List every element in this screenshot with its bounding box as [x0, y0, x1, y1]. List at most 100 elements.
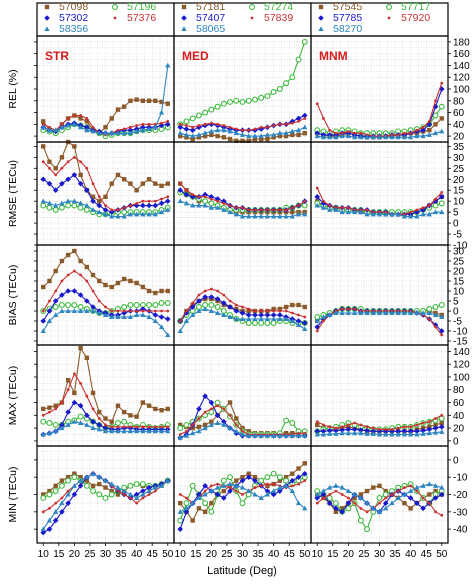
data-point	[65, 477, 72, 484]
data-point	[421, 496, 425, 500]
data-point	[46, 517, 53, 523]
data-point	[376, 509, 383, 514]
data-point	[221, 312, 227, 317]
data-point	[228, 486, 232, 489]
data-point	[320, 134, 327, 140]
legend-label: 57302	[59, 12, 88, 24]
data-point	[183, 432, 190, 438]
data-point	[245, 312, 252, 318]
data-point	[58, 204, 65, 211]
data-point	[401, 428, 408, 435]
data-point	[440, 333, 444, 337]
legend-label: 57717	[401, 1, 430, 13]
data-point	[265, 136, 270, 142]
data-point	[115, 314, 121, 319]
y-tick-label: 80	[453, 96, 465, 107]
data-point	[395, 134, 401, 140]
data-point	[272, 482, 276, 486]
x-tick-label: 40	[268, 549, 280, 560]
data-point	[241, 305, 244, 309]
data-point	[241, 429, 244, 433]
data-point	[266, 208, 269, 212]
data-point	[216, 122, 219, 126]
data-point	[129, 125, 132, 129]
data-point	[40, 198, 46, 204]
data-point	[189, 115, 196, 122]
data-point	[395, 211, 401, 217]
data-point	[140, 428, 146, 434]
data-point	[234, 423, 238, 427]
data-point	[339, 506, 345, 511]
data-point	[90, 304, 96, 310]
data-point	[233, 130, 239, 136]
data-point	[353, 307, 356, 311]
data-point	[246, 138, 251, 144]
data-point	[140, 312, 146, 317]
data-point	[438, 200, 445, 207]
data-point	[322, 319, 325, 323]
data-point	[77, 420, 84, 425]
data-point	[77, 204, 84, 211]
data-point	[295, 115, 302, 122]
data-point	[41, 309, 45, 313]
data-point	[53, 509, 59, 514]
data-point	[177, 198, 183, 204]
data-point	[389, 134, 395, 140]
data-point	[221, 422, 227, 427]
legend-label: 57376	[127, 12, 156, 24]
y-axis-label: RMSE (TECu)	[7, 160, 19, 227]
data-point	[84, 127, 90, 133]
data-point	[52, 206, 59, 213]
data-point	[289, 420, 296, 426]
data-point	[339, 509, 345, 515]
data-point	[214, 420, 221, 425]
data-point	[116, 128, 120, 132]
data-point	[403, 425, 406, 429]
data-point	[203, 195, 207, 199]
data-point	[432, 429, 439, 435]
data-point	[246, 432, 252, 438]
data-point	[153, 181, 158, 186]
data-point	[258, 432, 264, 438]
data-point	[166, 119, 170, 123]
data-point	[90, 198, 96, 204]
data-point	[239, 213, 246, 219]
data-point	[41, 413, 45, 417]
data-point	[320, 314, 327, 319]
data-point	[327, 134, 333, 140]
data-point	[96, 491, 103, 498]
data-point	[233, 428, 239, 434]
data-point	[41, 284, 46, 290]
data-point	[191, 301, 195, 305]
data-point	[389, 211, 395, 217]
data-point	[127, 127, 134, 134]
data-point	[90, 308, 96, 313]
data-point	[295, 474, 302, 480]
data-point	[140, 211, 146, 217]
data-point	[265, 483, 270, 489]
data-point	[427, 501, 431, 505]
data-point	[196, 132, 202, 137]
data-point	[270, 312, 277, 318]
data-point	[339, 484, 345, 490]
data-point	[420, 427, 426, 434]
data-point	[420, 505, 426, 512]
data-point	[178, 182, 182, 186]
data-point	[48, 299, 51, 303]
data-point	[78, 258, 83, 264]
data-point	[159, 99, 164, 105]
legend-marker	[44, 26, 50, 31]
data-point	[409, 425, 413, 429]
data-point	[185, 429, 188, 433]
data-point	[253, 127, 257, 131]
data-point	[314, 491, 320, 497]
data-point	[208, 488, 214, 494]
data-point	[322, 199, 325, 203]
data-point	[271, 135, 276, 140]
data-point	[165, 288, 170, 294]
data-point	[53, 268, 58, 274]
data-point	[140, 491, 146, 497]
data-point	[364, 427, 370, 434]
y-tick-label: 5	[453, 297, 459, 308]
data-point	[183, 200, 190, 206]
